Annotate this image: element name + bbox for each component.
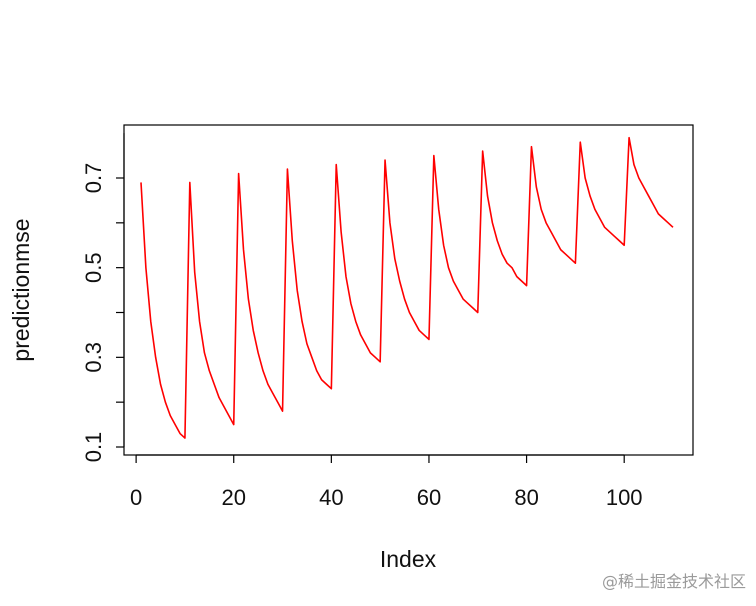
y-tick-label: 0.3: [81, 342, 106, 373]
series-line: [140, 136, 674, 439]
x-tick-label: 0: [130, 485, 142, 510]
x-axis-title: Index: [380, 546, 437, 572]
x-tick-label: 100: [606, 485, 643, 510]
series-layer: [140, 136, 674, 439]
y-axis: 0.1 0.3 0.5 0.7: [81, 133, 125, 463]
watermark-text: @稀土掘金技术社区: [601, 572, 746, 591]
x-axis: 0 20 40 60 80 100: [130, 454, 643, 510]
x-tick-label: 60: [417, 485, 441, 510]
x-tick-label: 20: [221, 485, 245, 510]
y-tick-label: 0.5: [81, 252, 106, 283]
y-axis-title: predictionmse: [8, 218, 34, 361]
y-tick-label: 0.7: [81, 163, 106, 194]
x-tick-label: 80: [514, 485, 538, 510]
y-tick-label: 0.1: [81, 432, 106, 463]
plot-frame: [123, 124, 694, 456]
x-tick-label: 40: [319, 485, 343, 510]
